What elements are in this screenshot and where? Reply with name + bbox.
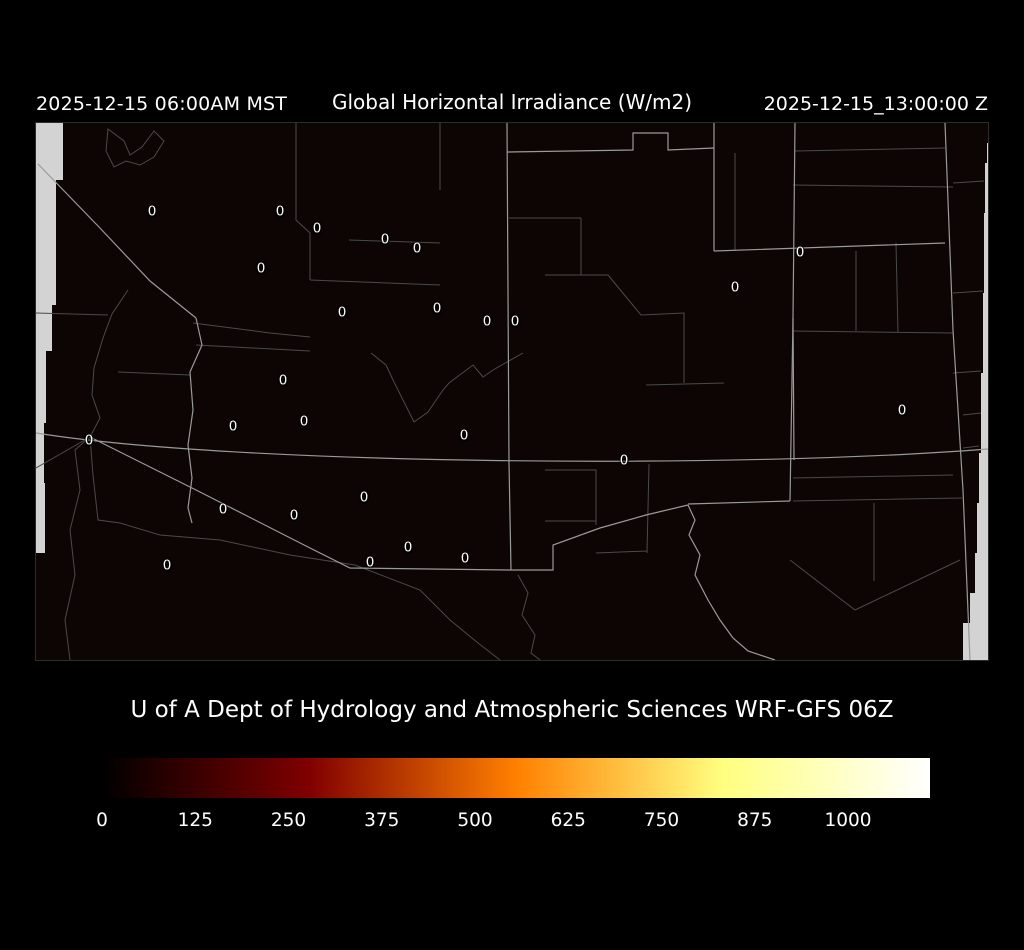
station-value: 0 xyxy=(432,300,442,317)
station-value: 0 xyxy=(278,372,288,389)
irradiance-map: 0 0 0 0 0 0 0 0 0 0 0 0 0 0 0 0 0 0 0 0 0 0 0 0 0 0 xyxy=(35,122,989,661)
colorbar-tick: 125 xyxy=(177,810,213,831)
station-value: 0 xyxy=(312,220,322,237)
station-value: 0 xyxy=(147,203,157,220)
colorbar-tick: 625 xyxy=(550,810,586,831)
map-borders-layer xyxy=(36,123,988,660)
state-borders xyxy=(36,123,988,660)
station-value: 0 xyxy=(730,279,740,296)
station-value: 0 xyxy=(365,554,375,571)
irradiance-colorbar xyxy=(102,758,930,798)
colorbar-tick: 1000 xyxy=(824,810,872,831)
county-borders xyxy=(36,123,985,660)
colorbar-tick: 500 xyxy=(457,810,493,831)
station-value: 0 xyxy=(299,413,309,430)
station-value: 0 xyxy=(337,304,347,321)
local-timestamp: 2025-12-15 06:00AM MST xyxy=(36,93,288,115)
station-value: 0 xyxy=(403,539,413,556)
colorbar-tick: 750 xyxy=(643,810,680,831)
station-value: 0 xyxy=(218,501,228,518)
station-value: 0 xyxy=(510,313,520,330)
station-value: 0 xyxy=(412,240,422,257)
utc-timestamp: 2025-12-15_13:00:00 Z xyxy=(763,93,988,115)
station-value: 0 xyxy=(795,244,805,261)
out-of-domain-right xyxy=(963,143,988,660)
station-value: 0 xyxy=(162,557,172,574)
colorbar-tick: 875 xyxy=(737,810,773,831)
station-value: 0 xyxy=(460,550,470,567)
station-value: 0 xyxy=(619,452,629,469)
page-title: Global Horizontal Irradiance (W/m2) xyxy=(331,90,693,114)
station-value: 0 xyxy=(482,313,492,330)
station-value: 0 xyxy=(359,489,369,506)
colorbar-tick: 375 xyxy=(364,810,400,831)
colorbar-tick: 250 xyxy=(270,810,307,831)
station-value: 0 xyxy=(289,507,299,524)
source-caption: U of A Dept of Hydrology and Atmospheric… xyxy=(130,697,894,723)
station-value: 0 xyxy=(380,231,390,248)
station-value: 0 xyxy=(256,260,266,277)
station-value: 0 xyxy=(459,427,469,444)
out-of-domain-left xyxy=(36,123,63,553)
station-value: 0 xyxy=(275,203,285,220)
station-value: 0 xyxy=(84,432,94,449)
colorbar-tick: 0 xyxy=(96,810,108,831)
colorbar-tick-labels: 0 125 250 375 500 625 750 875 1000 xyxy=(0,810,1024,836)
station-value: 0 xyxy=(897,402,907,419)
station-value: 0 xyxy=(228,418,238,435)
